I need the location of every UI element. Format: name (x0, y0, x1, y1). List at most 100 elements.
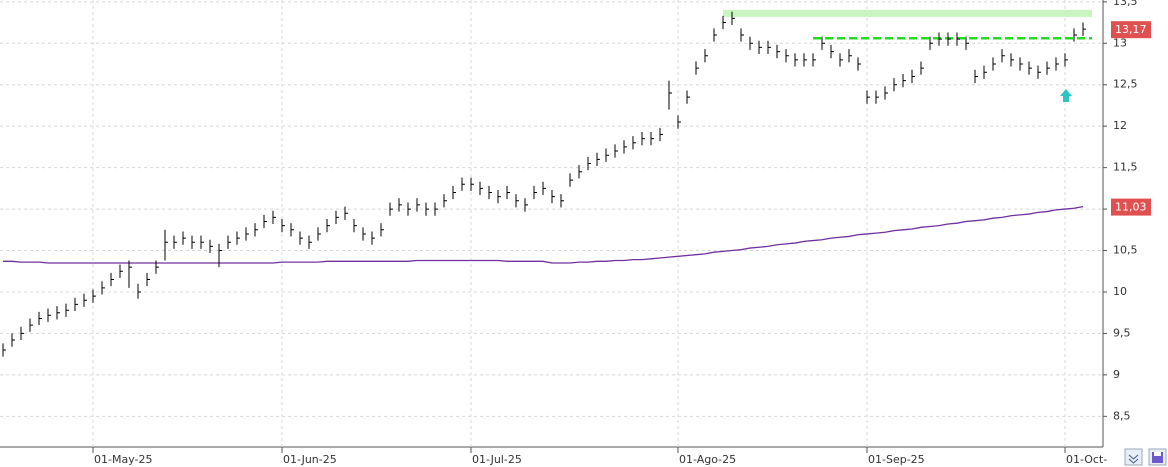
price-bar (236, 231, 240, 245)
x-tick-label: 01-Ago-25 (679, 453, 736, 466)
price-bar (821, 36, 825, 50)
price-bar (857, 57, 861, 71)
price-bar (452, 185, 456, 200)
price-bar (389, 202, 393, 216)
price-bar (776, 44, 780, 59)
price-bar (299, 231, 303, 245)
price-bar (767, 40, 771, 55)
price-bar (794, 53, 798, 67)
price-bar (1010, 53, 1014, 67)
price-bar (911, 69, 915, 84)
price-bar (686, 90, 690, 104)
price-bar (740, 28, 744, 42)
y-tick-label: 12,5 (1113, 78, 1138, 91)
price-bar (929, 36, 933, 50)
x-tick-label: 01-Jun-25 (283, 453, 337, 466)
price-bar (398, 198, 402, 212)
price-bar (65, 303, 69, 317)
price-bar (92, 289, 96, 303)
price-bar (119, 264, 123, 278)
price-bar (200, 235, 204, 249)
price-bar (587, 156, 591, 171)
price-bar (731, 11, 735, 26)
price-bar (974, 69, 978, 84)
arrow-marker (1060, 89, 1072, 102)
price-bar (614, 144, 618, 158)
price-bar (29, 318, 33, 332)
price-bar (146, 272, 150, 287)
price-bar (416, 198, 420, 212)
price-bar (281, 219, 285, 233)
price-bar (965, 36, 969, 50)
price-bar (56, 306, 60, 320)
price-bar (983, 65, 987, 79)
last-price-label: 13,17 (1115, 23, 1147, 36)
price-bar (569, 173, 573, 187)
price-bar (749, 36, 753, 50)
price-bar (407, 202, 411, 216)
price-bar (371, 231, 375, 245)
price-bar (758, 40, 762, 55)
price-bar (1001, 49, 1005, 63)
price-bar (308, 235, 312, 249)
price-bar (155, 260, 159, 274)
price-bar (497, 190, 501, 204)
price-bar (1082, 22, 1086, 36)
price-bar (578, 165, 582, 179)
price-bar (11, 333, 15, 347)
price-bar (110, 272, 114, 287)
price-bar (434, 202, 438, 216)
price-bar (290, 223, 294, 237)
price-bar (1046, 61, 1050, 75)
price-bar (632, 136, 636, 150)
price-bar (785, 49, 789, 63)
y-tick-label: 13,5 (1113, 0, 1138, 8)
price-bar (326, 219, 330, 233)
price-bar (101, 281, 105, 295)
moving-average (3, 205, 1084, 264)
price-bar (263, 214, 267, 229)
price-bar (443, 194, 447, 208)
price-bar (380, 223, 384, 237)
price-bar (353, 219, 357, 233)
x-tick-label: 01-Oct- (1066, 453, 1107, 466)
zoom-button[interactable] (1124, 448, 1143, 466)
y-tick-label: 11,5 (1113, 161, 1138, 174)
price-bar (227, 235, 231, 249)
y-tick-label: 9,5 (1113, 326, 1131, 339)
price-bar (533, 185, 537, 200)
price-bar (335, 210, 339, 224)
price-bar (254, 223, 258, 237)
price-bar (470, 177, 474, 191)
x-tick-label: 01-Sep-25 (868, 453, 925, 466)
price-bar (938, 32, 942, 46)
price-bar (317, 227, 321, 241)
price-bar (695, 61, 699, 75)
price-bar (524, 198, 528, 212)
price-bar (1019, 57, 1023, 71)
last-price-box (1111, 21, 1151, 39)
price-bar (542, 181, 546, 195)
price-bar (947, 32, 951, 46)
price-bar (173, 235, 177, 249)
y-tick-label: 9 (1113, 368, 1120, 381)
price-bar (596, 152, 600, 166)
price-bar (20, 326, 24, 341)
ma-value-box (1111, 198, 1151, 216)
price-bar (47, 308, 51, 322)
y-tick-label: 12 (1113, 119, 1127, 132)
price-bar (191, 235, 195, 249)
price-bar (128, 260, 132, 288)
price-bar (1064, 53, 1068, 67)
price-bar (272, 210, 276, 224)
price-bar (668, 80, 672, 110)
price-bar (479, 181, 483, 195)
price-bar (1037, 65, 1041, 79)
y-tick-label: 13 (1113, 36, 1127, 49)
price-bar (641, 131, 645, 146)
save-button[interactable] (1148, 448, 1167, 466)
x-tick-label: 01-Jul-25 (472, 453, 522, 466)
price-bar (848, 49, 852, 63)
price-bar (713, 28, 717, 42)
